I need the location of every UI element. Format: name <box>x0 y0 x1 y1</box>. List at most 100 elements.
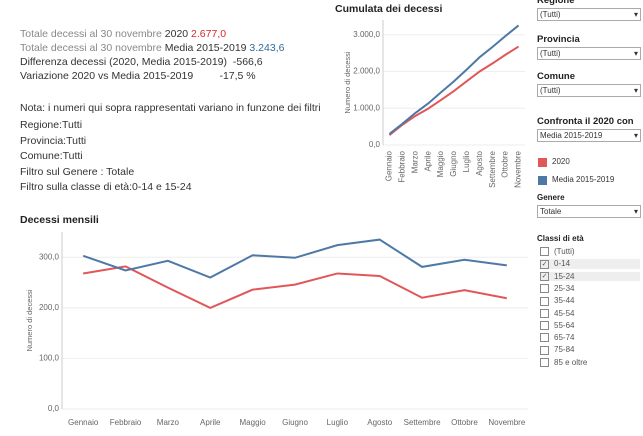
checkbox-item[interactable]: 25-34 <box>540 283 575 294</box>
checkbox[interactable] <box>540 333 549 343</box>
checkbox-label: (Tutti) <box>554 247 575 256</box>
y-tick-label: 3.000,0 <box>353 30 380 39</box>
dropdown[interactable]: (Tutti) <box>537 84 641 97</box>
x-tick-label: Marzo <box>410 150 419 173</box>
y-axis-label: Numero di decessi <box>343 51 352 113</box>
checkbox[interactable] <box>540 308 549 318</box>
checkbox-item[interactable]: 85 e oltre <box>540 357 588 368</box>
filter-text: Provincia:Tutti <box>20 134 87 147</box>
checkbox[interactable] <box>540 296 549 306</box>
filter-text: Comune:Tutti <box>20 150 83 162</box>
filter-text: Filtro sul Genere : Totale <box>20 165 135 178</box>
checkbox[interactable] <box>540 321 549 331</box>
checkbox-label: 65-74 <box>554 333 575 343</box>
y-tick-label: 300,0 <box>39 252 60 261</box>
value: -17,5 % <box>219 70 256 82</box>
value: 3.243,6 <box>249 42 285 54</box>
legend-label: 2020 <box>552 157 570 166</box>
dropdown[interactable]: (Tutti) <box>537 47 641 60</box>
chart-title: Cumulata dei decessi <box>335 3 442 15</box>
label: Variazione 2020 vs Media 2015-2019 <box>20 70 194 82</box>
checkbox-label: 35-44 <box>554 296 575 306</box>
summary-line: Totale decessi al 30 novembre 2020 2.677… <box>20 28 226 40</box>
dropdown[interactable]: Totale <box>537 205 641 218</box>
line <box>388 24 520 135</box>
x-tick-label: Ottobre <box>501 150 510 177</box>
dropdown[interactable]: Media 2015-2019 <box>537 129 641 142</box>
filter-label: Confronta il 2020 con <box>537 116 634 127</box>
legend-swatch <box>538 176 547 185</box>
x-tick-label: Febbraio <box>110 418 142 427</box>
checkbox[interactable] <box>540 345 549 355</box>
checkbox[interactable] <box>540 358 549 368</box>
checkbox-item[interactable]: 55-64 <box>540 320 575 331</box>
x-tick-label: Maggio <box>436 150 445 177</box>
note: Nota: i numeri qui sopra rappresentati v… <box>20 102 321 114</box>
x-tick-label: Gennaio <box>385 150 394 181</box>
checkbox-label: 85 e oltre <box>554 357 588 367</box>
label: Totale decessi al 30 novembre <box>20 42 162 54</box>
period: 2020 <box>164 28 189 40</box>
line <box>83 265 508 309</box>
filter-label: Genere <box>537 193 565 202</box>
checkbox-item[interactable]: ✓ 15-24 <box>540 271 640 281</box>
filter-label: Comune <box>537 71 575 82</box>
dropdown[interactable]: (Tutti) <box>537 8 641 21</box>
checkbox-label: 0-14 <box>554 259 571 269</box>
line <box>388 45 520 136</box>
value: 2.677,0 <box>191 28 227 40</box>
x-tick-label: Maggio <box>240 418 267 427</box>
checkbox-label: 15-24 <box>554 271 575 281</box>
x-tick-label: Febbraio <box>397 150 406 182</box>
y-tick-label: 2.000,0 <box>353 67 380 76</box>
checkbox[interactable]: ✓ <box>540 271 549 281</box>
checkbox[interactable]: ✓ <box>540 259 549 269</box>
checkbox-item[interactable]: 35-44 <box>540 296 575 306</box>
checkbox-item[interactable]: (Tutti) <box>540 247 575 257</box>
x-tick-label: Agosto <box>367 418 392 427</box>
checkbox-item[interactable]: 75-84 <box>540 345 575 355</box>
y-axis-label: Numero di decessi <box>25 289 34 351</box>
y-tick-label: 0,0 <box>48 404 60 413</box>
label: Totale decessi al 30 novembre <box>20 28 162 40</box>
y-tick-label: 100,0 <box>39 354 60 363</box>
period: Media 2015-2019 <box>164 42 247 54</box>
filter-label: Regione <box>537 0 575 6</box>
y-tick-label: 1.000,0 <box>353 103 380 112</box>
checkbox-label: 25-34 <box>554 283 575 293</box>
x-tick-label: Settembre <box>404 418 441 427</box>
line <box>82 238 507 279</box>
x-tick-label: Luglio <box>327 418 349 427</box>
checkbox-label: 45-54 <box>554 308 575 318</box>
x-tick-label: Aprile <box>423 150 432 171</box>
value: -566,6 <box>232 56 263 68</box>
x-tick-label: Aprile <box>200 418 221 427</box>
x-tick-label: Agosto <box>475 150 484 175</box>
filter-label: Provincia <box>537 34 580 45</box>
x-tick-label: Luglio <box>462 150 471 172</box>
x-tick-label: Giugno <box>449 150 458 176</box>
x-tick-label: Giugno <box>282 418 308 427</box>
chart-title: Decessi mensili <box>20 214 99 226</box>
y-tick-label: 200,0 <box>39 303 60 312</box>
checkbox[interactable] <box>540 284 549 294</box>
x-tick-label: Marzo <box>157 418 180 427</box>
checkbox-item[interactable]: ✓ 0-14 <box>540 259 640 269</box>
checkbox-label: 55-64 <box>554 320 575 330</box>
x-tick-label: Gennaio <box>68 418 99 427</box>
checkbox-item[interactable]: 45-54 <box>540 309 574 318</box>
checkbox[interactable] <box>540 247 549 257</box>
checkbox-item[interactable]: 65-74 <box>540 333 575 343</box>
legend-swatch <box>538 158 547 167</box>
label: Differenza decessi (2020, Media 2015-201… <box>20 56 228 68</box>
summary-line: Totale decessi al 30 novembre Media 2015… <box>20 42 284 54</box>
summary-line: Variazione 2020 vs Media 2015-2019 -17,5… <box>20 70 256 82</box>
summary-line: Differenza decessi (2020, Media 2015-201… <box>20 56 263 68</box>
filter-text: Regione:Tutti <box>20 119 83 131</box>
filter-label: Classi di età <box>537 234 584 243</box>
y-tick-label: 0,0 <box>369 140 381 149</box>
checkbox-label: 75-84 <box>554 345 575 355</box>
x-tick-label: Novembre <box>514 150 523 187</box>
x-tick-label: Ottobre <box>451 418 478 427</box>
